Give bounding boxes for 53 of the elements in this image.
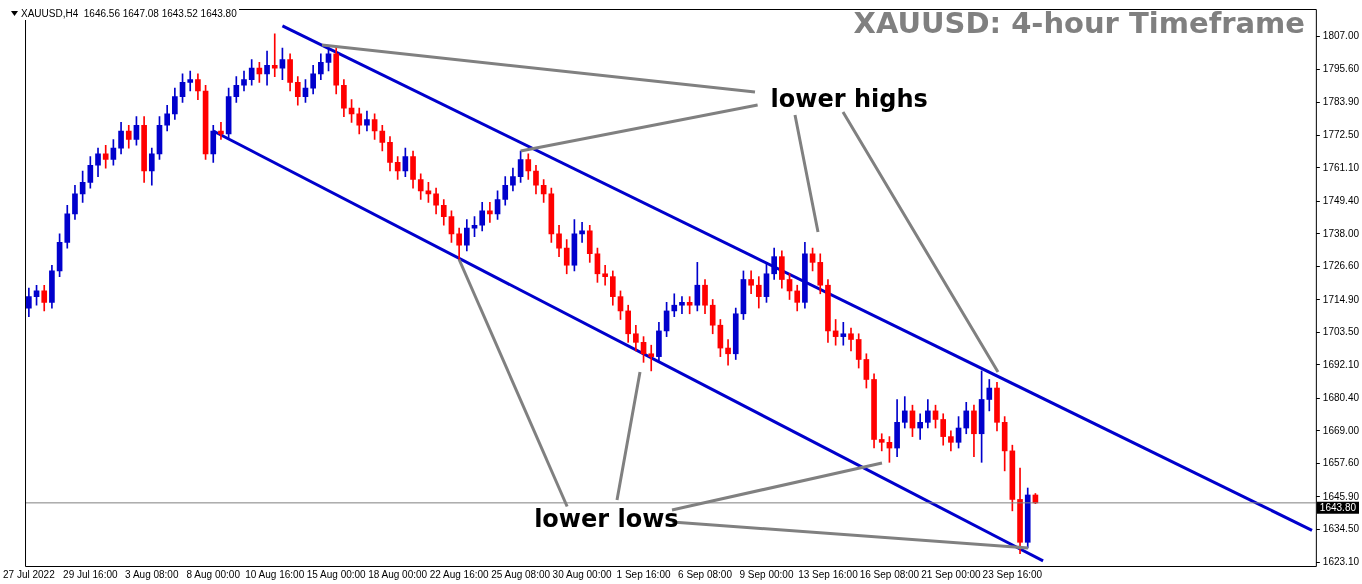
y-tick-label: 1692.10: [1322, 358, 1360, 370]
y-tick-label: 1714.90: [1322, 293, 1360, 305]
ref-line-label: 1643.80: [1319, 501, 1357, 513]
candlestick: [917, 413, 923, 440]
x-tick-label: 22 Aug 16:00: [429, 568, 490, 580]
x-tick-label: 13 Sep 16:00: [798, 568, 859, 580]
y-tick-label: 1761.10: [1322, 161, 1360, 173]
chart-title: XAUUSD: 4-hour Timeframe: [853, 6, 1305, 40]
candlestick: [487, 202, 493, 223]
x-tick-label: 10 Aug 16:00: [245, 568, 305, 580]
y-tick-label: 1783.90: [1322, 96, 1360, 108]
y-tick-label: 1657.60: [1322, 457, 1360, 469]
candlestick: [725, 339, 731, 366]
x-tick-label: 30 Aug 00:00: [552, 568, 612, 580]
x-tick-label: 18 Aug 00:00: [368, 568, 428, 580]
candlestick: [648, 344, 655, 372]
x-tick-label: 3 Aug 08:00: [125, 568, 179, 580]
x-tick-label: 21 Sep 00:00: [921, 568, 982, 580]
candlestick: [671, 293, 678, 317]
candlestick: [878, 433, 885, 452]
candlestick: [271, 33, 278, 78]
x-tick-label: 9 Sep 00:00: [739, 568, 794, 580]
candlestick: [840, 322, 847, 346]
y-tick-label: 1645.90: [1322, 490, 1360, 502]
y-tick-label: 1703.50: [1322, 326, 1360, 338]
x-tick-label: 23 Sep 16:00: [982, 568, 1043, 580]
x-tick-label: 1 Sep 16:00: [616, 568, 671, 580]
candlestick: [602, 264, 608, 286]
y-tick-label: 1680.40: [1322, 392, 1360, 404]
y-tick-label: 1634.50: [1322, 523, 1360, 535]
x-tick-label: 15 Aug 00:00: [306, 568, 367, 580]
candlestick: [187, 70, 194, 92]
x-tick-label: 6 Sep 08:00: [678, 568, 733, 580]
y-tick-label: 1738.00: [1322, 227, 1360, 239]
x-tick-label: 16 Sep 08:00: [859, 568, 920, 580]
y-tick-label: 1749.40: [1322, 194, 1360, 206]
x-tick-label: 8 Aug 00:00: [186, 568, 241, 580]
x-tick-label: 27 Jul 2022: [3, 568, 56, 580]
annotation: lower highs: [770, 84, 928, 113]
y-tick-label: 1726.60: [1322, 260, 1360, 272]
y-tick-label: 1623.10: [1322, 555, 1360, 567]
candlestick: [679, 296, 685, 315]
candlestick: [264, 50, 270, 86]
candlestick: [218, 122, 224, 140]
x-tick-label: 25 Aug 08:00: [491, 568, 551, 580]
annotation: lower lows: [534, 504, 679, 533]
y-tick-label: 1669.00: [1322, 424, 1360, 436]
chart-subtitle: XAUUSD,H4 1646.56 1647.08 1643.52 1643.80: [21, 8, 237, 19]
x-tick-label: 29 Jul 16:00: [63, 568, 119, 580]
candlestick: [579, 222, 585, 243]
y-tick-label: 1795.60: [1322, 63, 1360, 75]
y-tick-label: 1807.00: [1322, 30, 1360, 42]
y-tick-label: 1772.50: [1322, 129, 1360, 140]
